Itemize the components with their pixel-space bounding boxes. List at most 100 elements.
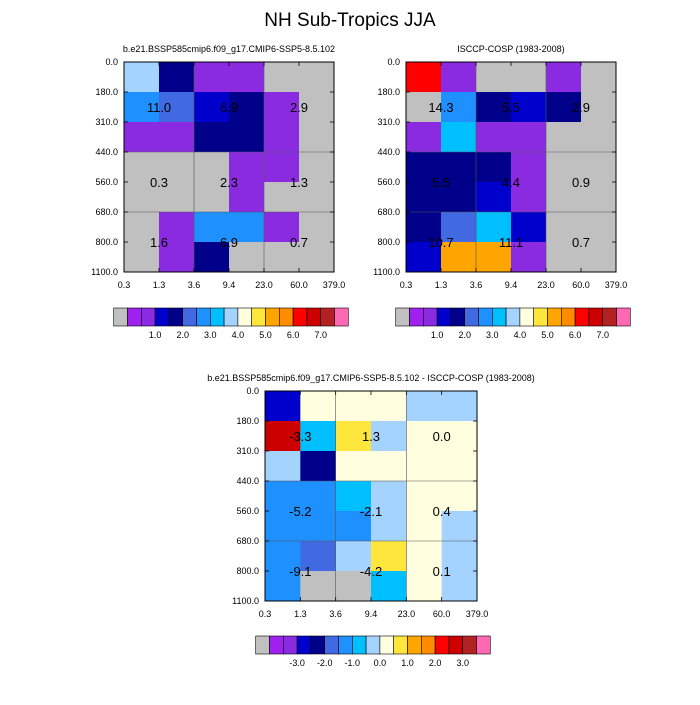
heatmap-cell xyxy=(546,62,582,93)
colorbar-swatch xyxy=(409,307,424,327)
x-tick-label: 1.3 xyxy=(153,280,166,290)
colorbar-swatch xyxy=(269,635,284,655)
y-tick-label: 440.0 xyxy=(377,147,400,157)
colorbar-swatch xyxy=(395,307,410,327)
x-tick-label: 9.4 xyxy=(223,280,236,290)
heatmap-cell xyxy=(406,152,442,183)
y-tick-label: 310.0 xyxy=(377,117,400,127)
heatmap-cell xyxy=(229,212,265,243)
x-tick-label: 23.0 xyxy=(537,280,555,290)
colorbar-label: 7.0 xyxy=(596,330,609,340)
colorbar-label: -3.0 xyxy=(289,658,305,668)
colorbar-label: 3.0 xyxy=(486,330,499,340)
colorbar-swatch xyxy=(519,307,535,327)
y-tick-label: 560.0 xyxy=(95,177,118,187)
heatmap-cell xyxy=(194,62,230,93)
colorbar-swatch xyxy=(265,307,280,327)
heatmap-cell xyxy=(265,451,301,482)
heatmap-cell xyxy=(371,511,407,542)
panel-diff: b.e21.BSSP585cmip6.f09_g17.CMIP6-SSP5-8.… xyxy=(207,373,535,668)
heatmap-cell xyxy=(441,571,478,602)
y-tick-label: 0.0 xyxy=(387,57,400,67)
y-tick-label: 0.0 xyxy=(105,57,118,67)
heatmap-cell xyxy=(124,212,160,243)
heatmap-cell xyxy=(406,242,442,273)
colorbar-swatch xyxy=(547,307,562,327)
x-tick-label: 23.0 xyxy=(255,280,273,290)
colorbar-swatch xyxy=(296,635,312,655)
heatmap-cell xyxy=(264,92,300,123)
heatmap-cell xyxy=(265,541,301,572)
x-tick-label: 60.0 xyxy=(290,280,308,290)
heatmap-cell xyxy=(406,541,442,572)
heatmap-cell xyxy=(159,212,195,243)
heatmap-cell xyxy=(546,152,582,183)
heatmap-cell xyxy=(300,481,336,512)
heatmap-cell xyxy=(335,571,372,602)
heatmap-cell xyxy=(159,122,195,153)
heatmap-cell xyxy=(335,391,372,422)
heatmap-cell xyxy=(441,481,478,512)
heatmap-cell xyxy=(441,511,478,542)
colorbar-label: 3.0 xyxy=(456,658,469,668)
colorbar-swatch xyxy=(533,307,548,327)
heatmap-cell xyxy=(124,152,160,183)
colorbar-swatch xyxy=(278,307,294,327)
summary-label: 10.7 xyxy=(428,235,453,250)
heatmap-cell xyxy=(194,152,230,183)
heatmap-cell xyxy=(124,182,160,213)
x-tick-label: 3.6 xyxy=(188,280,201,290)
x-tick-label: 3.6 xyxy=(470,280,483,290)
heatmap-cell xyxy=(265,421,301,452)
heatmap-cell xyxy=(264,242,300,273)
summary-label: -4.2 xyxy=(360,564,382,579)
colorbar-swatch xyxy=(210,307,225,327)
x-tick-label: 23.0 xyxy=(398,609,416,619)
summary-label: 0.7 xyxy=(290,235,308,250)
colorbar-swatch xyxy=(196,307,211,327)
colorbar-swatch xyxy=(407,635,422,655)
panel-model: b.e21.BSSP585cmip6.f09_g17.CMIP6-SSP5-8.… xyxy=(91,44,349,340)
colorbar-swatch xyxy=(393,635,408,655)
heatmap-cell xyxy=(335,541,372,572)
x-tick-label: 60.0 xyxy=(572,280,590,290)
colorbar-label: 2.0 xyxy=(458,330,471,340)
heatmap-cell xyxy=(406,571,442,602)
y-tick-label: 180.0 xyxy=(95,87,118,97)
colorbar-swatch xyxy=(616,307,631,327)
colorbar-swatch xyxy=(324,635,339,655)
summary-label: 6.9 xyxy=(220,100,238,115)
heatmap-cell xyxy=(159,92,195,123)
heatmap-cell xyxy=(194,182,230,213)
heatmap-cell xyxy=(335,511,372,542)
heatmap-cell xyxy=(229,182,265,213)
colorbar-swatch xyxy=(141,307,156,327)
colorbar-swatch xyxy=(338,635,353,655)
heatmap-cell xyxy=(441,122,477,153)
heatmap-cell xyxy=(511,92,547,123)
heatmap-cell xyxy=(406,391,442,422)
heatmap-cell xyxy=(511,212,547,243)
colorbar-swatch xyxy=(574,307,590,327)
summary-label: 14.3 xyxy=(428,100,453,115)
colorbar-swatch xyxy=(251,307,266,327)
heatmap-cell xyxy=(299,62,335,93)
heatmap-cell xyxy=(194,92,230,123)
heatmap-cell xyxy=(406,451,442,482)
x-tick-label: 1.3 xyxy=(435,280,448,290)
y-tick-label: 800.0 xyxy=(236,566,259,576)
x-tick-label: 0.3 xyxy=(400,280,413,290)
colorbar-swatch xyxy=(237,307,252,327)
colorbar-swatch xyxy=(462,635,477,655)
heatmap-cell xyxy=(371,451,407,482)
colorbar-label: -2.0 xyxy=(317,658,333,668)
heatmap-cell xyxy=(371,421,407,452)
heatmap-cell xyxy=(476,152,512,183)
summary-label: -2.1 xyxy=(360,504,382,519)
heatmap-cell xyxy=(581,152,617,183)
y-tick-label: 440.0 xyxy=(236,476,259,486)
heatmap-cell xyxy=(229,122,265,153)
heatmap-cell xyxy=(124,92,160,123)
colorbar-label: 2.0 xyxy=(429,658,442,668)
